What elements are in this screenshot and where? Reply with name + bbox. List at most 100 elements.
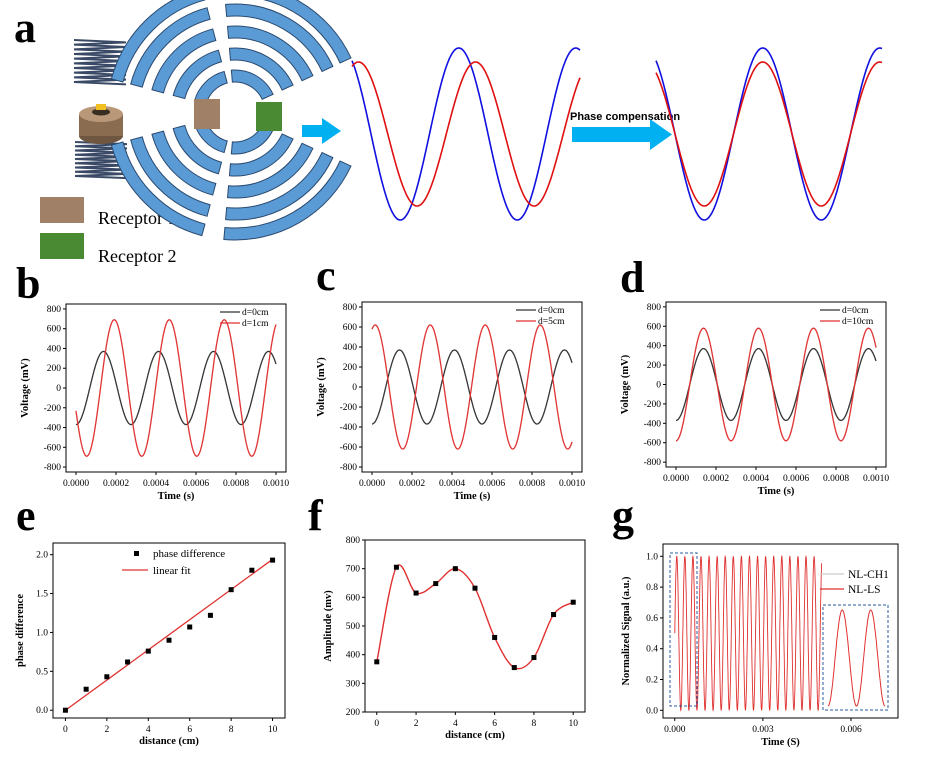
y-tick-label: 0 xyxy=(56,384,61,394)
sound-wave-arc xyxy=(226,142,314,199)
x-tick-label: 0.0006 xyxy=(183,479,209,489)
data-point xyxy=(531,655,537,661)
x-tick-label: 0.0010 xyxy=(863,474,889,484)
wave-2-blue xyxy=(655,47,883,221)
y-tick-label: 1.0 xyxy=(646,552,658,562)
x-tick-label: 0.0008 xyxy=(519,479,545,489)
sound-wave-arc xyxy=(230,124,274,155)
sound-wave-arc xyxy=(110,0,206,83)
x-tick-label: 0.0010 xyxy=(263,479,289,489)
data-point xyxy=(511,665,517,671)
y-tick-label: 200 xyxy=(343,363,358,373)
x-tick-label: 0.0006 xyxy=(479,479,505,489)
transducer-cylinder-icon xyxy=(79,104,123,144)
x-tick-label: 2 xyxy=(414,719,419,729)
data-point xyxy=(492,634,498,640)
y-tick-label: -400 xyxy=(340,423,358,433)
series-line-d0cm xyxy=(676,347,877,422)
x-tick-label: 6 xyxy=(187,725,192,735)
y-tick-label: 0.4 xyxy=(646,645,658,655)
schematic-diagram xyxy=(73,0,883,241)
x-tick-label: 0.0006 xyxy=(783,474,809,484)
x-axis-label: Time (s) xyxy=(158,491,195,502)
y-axis-label: Normalized Signal (a.u.) xyxy=(621,576,632,686)
x-tick-label: 4 xyxy=(146,725,151,735)
inset-wave xyxy=(827,609,886,707)
y-tick-label: 400 xyxy=(343,343,358,353)
data-point xyxy=(393,564,399,570)
panel-label-e: e xyxy=(16,491,36,540)
y-tick-label: -200 xyxy=(340,403,358,413)
x-tick-label: 0.006 xyxy=(840,725,862,735)
y-tick-label: 600 xyxy=(343,323,358,333)
y-tick-label: 800 xyxy=(647,303,662,313)
legend-label: d=5cm xyxy=(538,317,565,327)
data-point xyxy=(125,659,131,665)
x-axis-label: Time (s) xyxy=(454,491,491,502)
x-tick-label: 8 xyxy=(229,725,234,735)
sound-wave-arc xyxy=(151,28,217,94)
receptor-2-box xyxy=(256,102,282,131)
x-axis-label: distance (cm) xyxy=(445,730,505,741)
linear-fit-line xyxy=(65,558,273,711)
y-tick-label: 400 xyxy=(47,344,62,354)
x-axis-label: distance (cm) xyxy=(139,736,199,747)
x-tick-label: 0.0004 xyxy=(743,474,769,484)
x-axis-label: Time (S) xyxy=(761,737,800,748)
x-axis-label: Time (s) xyxy=(758,486,795,497)
sound-wave-arc xyxy=(110,141,206,237)
y-tick-label: 600 xyxy=(346,593,361,603)
y-tick-label: 0.6 xyxy=(646,614,658,624)
x-tick-label: 0 xyxy=(63,725,68,735)
y-tick-label: 0 xyxy=(656,381,661,391)
y-tick-label: -600 xyxy=(644,439,662,449)
y-tick-label: 200 xyxy=(647,361,662,371)
data-point xyxy=(413,590,419,596)
receptor-2-swatch xyxy=(40,233,84,259)
panel-label-c: c xyxy=(316,251,336,300)
series-line-d0cm xyxy=(372,349,573,425)
x-tick-label: 8 xyxy=(532,719,537,729)
y-tick-label: -200 xyxy=(644,400,662,410)
x-tick-label: 10 xyxy=(568,719,578,729)
y-tick-label: -200 xyxy=(44,404,62,414)
y-tick-label: 400 xyxy=(346,651,361,661)
sound-wave-arc xyxy=(225,151,334,221)
legend-label: d=0cm xyxy=(242,308,269,318)
x-tick-label: 0.0004 xyxy=(143,479,169,489)
y-tick-label: -600 xyxy=(340,443,358,453)
panel-label-d: d xyxy=(620,253,645,302)
zoom-box-inset xyxy=(822,604,889,711)
data-point xyxy=(145,648,151,654)
phase-compensation-arrow-icon xyxy=(572,119,672,150)
data-point xyxy=(433,581,439,587)
x-tick-label: 0.0002 xyxy=(103,479,129,489)
y-tick-label: -400 xyxy=(644,419,662,429)
sound-wave-arc xyxy=(226,25,314,82)
upper-spring-icon xyxy=(73,39,127,86)
y-tick-label: 0.5 xyxy=(36,667,48,677)
data-point xyxy=(452,566,458,572)
series-line-d1cm xyxy=(75,319,277,457)
wave-1-red xyxy=(351,61,581,207)
y-tick-label: -800 xyxy=(44,463,62,473)
panel-label-b: b xyxy=(16,259,41,308)
y-axis-label: Amplitude (mv) xyxy=(323,590,334,662)
y-tick-label: 200 xyxy=(346,708,361,718)
y-tick-label: 0.0 xyxy=(36,706,48,716)
sound-wave-arc xyxy=(130,7,211,88)
legend-label: NL-LS xyxy=(848,584,881,596)
sound-wave-arc xyxy=(228,47,294,91)
x-tick-label: 0.0000 xyxy=(359,479,385,489)
sound-wave-arc xyxy=(223,160,352,241)
y-tick-label: 200 xyxy=(47,364,62,374)
y-tick-label: 800 xyxy=(47,305,62,315)
data-point xyxy=(166,637,172,643)
legend-label: d=0cm xyxy=(842,306,869,316)
y-tick-label: 800 xyxy=(346,536,361,546)
x-tick-label: 4 xyxy=(453,719,458,729)
x-tick-label: 0.0000 xyxy=(63,479,89,489)
y-axis-label: phase difference xyxy=(15,594,26,667)
data-point xyxy=(249,567,255,573)
y-tick-label: 2.0 xyxy=(36,551,48,561)
